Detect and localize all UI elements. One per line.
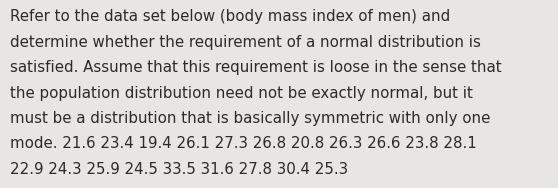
Text: Refer to the data set below​ (body mass index of​ men) and: Refer to the data set below​ (body mass … — [10, 9, 450, 24]
Text: determine whether the requirement of a normal distribution is: determine whether the requirement of a n… — [10, 35, 481, 50]
Text: must be a distribution that is basically symmetric with only one: must be a distribution that is basically… — [10, 111, 490, 126]
Text: satisfied. Assume that this requirement is loose in the sense that: satisfied. Assume that this requirement … — [10, 60, 502, 75]
Text: the population distribution need not be exactly​ normal, but it: the population distribution need not be … — [10, 86, 473, 101]
Text: 22.9 24.3 25.9 24.5 33.5 31.6 27.8 30.4 25.3: 22.9 24.3 25.9 24.5 33.5 31.6 27.8 30.4 … — [10, 162, 348, 177]
Text: mode. 21.6 23.4 19.4 26.1 27.3 26.8 20.8 26.3 26.6 23.8 28.1: mode. 21.6 23.4 19.4 26.1 27.3 26.8 20.8… — [10, 136, 477, 151]
